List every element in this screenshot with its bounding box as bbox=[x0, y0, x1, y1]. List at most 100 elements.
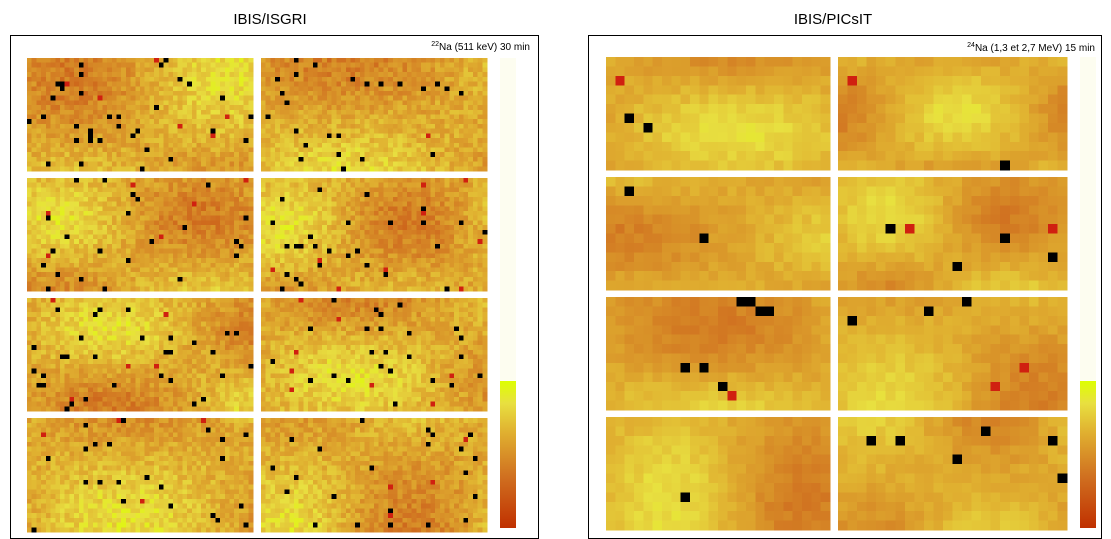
pixel bbox=[27, 281, 33, 287]
pixel bbox=[27, 178, 33, 184]
pixel bbox=[444, 206, 450, 212]
pixel bbox=[468, 225, 474, 231]
pixel bbox=[411, 100, 417, 106]
pixel bbox=[116, 239, 122, 245]
pixel bbox=[331, 81, 337, 87]
pixel bbox=[383, 105, 389, 111]
pixel bbox=[275, 178, 281, 184]
pixel bbox=[444, 166, 450, 172]
pixel bbox=[383, 123, 389, 129]
pixel bbox=[97, 133, 103, 139]
pixel bbox=[41, 182, 47, 188]
pixel bbox=[182, 182, 188, 188]
pixel bbox=[158, 166, 164, 172]
pixel bbox=[154, 128, 160, 134]
pixel bbox=[55, 161, 61, 167]
pixel bbox=[50, 312, 56, 318]
pixel bbox=[392, 138, 398, 144]
pixel bbox=[182, 58, 188, 64]
pixel bbox=[210, 114, 216, 120]
pixel bbox=[187, 72, 193, 78]
pixel bbox=[102, 302, 108, 308]
pixel bbox=[397, 210, 403, 216]
pixel bbox=[121, 196, 127, 202]
pixel bbox=[102, 182, 108, 188]
pixel bbox=[388, 100, 394, 106]
pixel bbox=[458, 76, 464, 82]
pixel bbox=[125, 72, 131, 78]
pixel bbox=[238, 58, 244, 64]
pixel bbox=[74, 220, 80, 226]
pixel bbox=[435, 267, 441, 273]
pixel bbox=[248, 248, 254, 254]
pixel bbox=[234, 133, 240, 139]
pixel bbox=[107, 312, 113, 318]
pixel bbox=[229, 95, 235, 101]
pixel bbox=[88, 72, 94, 78]
pixel bbox=[421, 133, 427, 139]
pixel bbox=[331, 133, 337, 139]
pixel bbox=[55, 272, 61, 278]
pixel bbox=[421, 72, 427, 78]
pixel bbox=[270, 114, 276, 120]
pixel bbox=[238, 86, 244, 92]
pixel bbox=[27, 58, 33, 64]
pixel bbox=[331, 229, 337, 235]
pixel bbox=[83, 114, 89, 120]
pixel bbox=[238, 326, 244, 332]
pixel bbox=[402, 147, 408, 153]
pixel bbox=[238, 95, 244, 101]
pixel bbox=[444, 138, 450, 144]
pixel bbox=[191, 76, 197, 82]
pixel bbox=[41, 267, 47, 273]
pixel bbox=[275, 182, 281, 188]
pixel bbox=[97, 210, 103, 216]
pixel bbox=[59, 161, 65, 167]
pixel bbox=[416, 119, 422, 125]
pixel bbox=[463, 281, 469, 287]
pixel bbox=[284, 86, 290, 92]
pixel bbox=[289, 109, 295, 115]
pixel bbox=[224, 321, 230, 327]
pixel bbox=[144, 152, 150, 158]
pixel bbox=[97, 229, 103, 235]
pixel bbox=[243, 286, 249, 292]
pixel bbox=[458, 220, 464, 226]
pixel bbox=[308, 210, 314, 216]
pixel bbox=[220, 248, 226, 254]
pixel bbox=[69, 312, 75, 318]
pixel bbox=[350, 72, 356, 78]
pixel bbox=[444, 248, 450, 254]
pixel bbox=[439, 81, 445, 87]
pixel bbox=[196, 298, 202, 304]
pixel bbox=[298, 128, 304, 134]
pixel bbox=[149, 86, 155, 92]
pixel bbox=[224, 58, 230, 64]
pixel bbox=[172, 220, 178, 226]
pixel bbox=[430, 229, 436, 235]
pixel bbox=[196, 166, 202, 172]
pixel bbox=[308, 258, 314, 264]
pixel bbox=[144, 201, 150, 207]
pixel bbox=[265, 133, 271, 139]
pixel bbox=[430, 239, 436, 245]
pixel bbox=[284, 192, 290, 198]
pixel bbox=[191, 326, 197, 332]
pixel bbox=[107, 321, 113, 327]
pixel bbox=[472, 138, 478, 144]
pixel bbox=[45, 201, 51, 207]
pixel bbox=[388, 152, 394, 158]
pixel bbox=[369, 166, 375, 172]
pixel bbox=[234, 215, 240, 221]
pixel bbox=[111, 330, 117, 336]
pixel bbox=[107, 72, 113, 78]
pixel bbox=[463, 100, 469, 106]
pixel bbox=[308, 133, 314, 139]
pixel bbox=[449, 281, 455, 287]
pixel bbox=[144, 330, 150, 336]
pixel bbox=[421, 142, 427, 148]
pixel bbox=[97, 243, 103, 249]
pixel bbox=[130, 321, 136, 327]
pixel bbox=[121, 220, 127, 226]
pixel bbox=[92, 239, 98, 245]
